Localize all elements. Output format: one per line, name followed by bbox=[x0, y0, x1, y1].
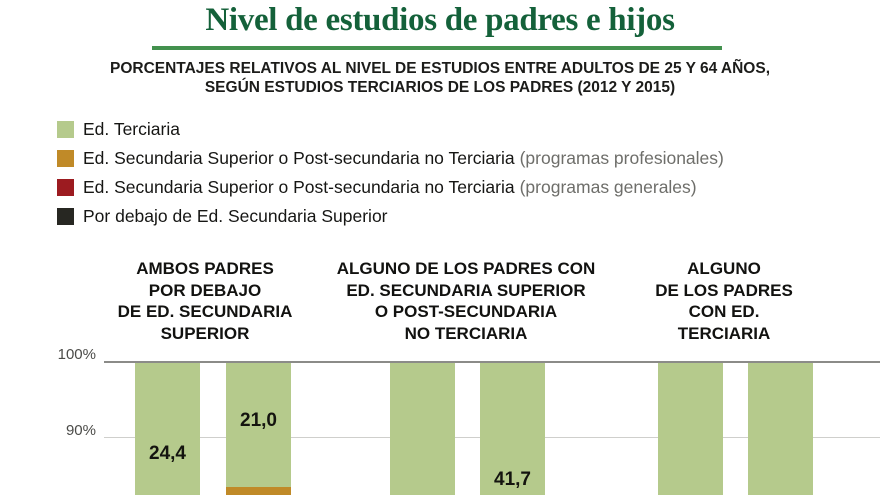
bar-group2-bar1 bbox=[390, 363, 455, 495]
bar-group1-bar2: 21,0 bbox=[226, 363, 291, 495]
legend-label: Por debajo de Ed. Secundaria Superior bbox=[83, 205, 393, 227]
legend-item-secundaria-profesionales: Ed. Secundaria Superior o Post-secundari… bbox=[57, 147, 724, 169]
legend-item-ed-terciaria: Ed. Terciaria bbox=[57, 118, 724, 140]
bar-segment-secundaria-profesionales bbox=[226, 487, 291, 495]
y-axis-label-90: 90% bbox=[65, 422, 96, 439]
legend-item-por-debajo: Por debajo de Ed. Secundaria Superior bbox=[57, 205, 724, 227]
legend-label-text: Por debajo de Ed. Secundaria Superior bbox=[83, 206, 388, 226]
group-header-alguno-terciaria: ALGUNO DE LOS PADRES CON ED. TERCIARIA bbox=[655, 259, 793, 343]
group-header-ambos-padres: AMBOS PADRES POR DEBAJO DE ED. SECUNDARI… bbox=[117, 259, 293, 343]
group-header-alguno-secundaria: ALGUNO DE LOS PADRES CON ED. SECUNDARIA … bbox=[336, 259, 596, 343]
title-underline bbox=[152, 46, 722, 50]
subtitle: PORCENTAJES RELATIVOS AL NIVEL DE ESTUDI… bbox=[109, 60, 771, 96]
legend: Ed. Terciaria Ed. Secundaria Superior o … bbox=[57, 118, 724, 234]
legend-note-text: (programas profesionales) bbox=[519, 148, 724, 168]
legend-label: Ed. Terciaria bbox=[83, 118, 185, 140]
bar-value: 41,7 bbox=[494, 469, 531, 490]
legend-swatch-darkred bbox=[57, 178, 74, 196]
bar-group3-bar1 bbox=[658, 363, 723, 495]
bar-value: 21,0 bbox=[240, 410, 277, 431]
bar-value: 24,4 bbox=[149, 443, 186, 464]
legend-item-secundaria-generales: Ed. Secundaria Superior o Post-secundari… bbox=[57, 176, 724, 198]
legend-label: Ed. Secundaria Superior o Post-secundari… bbox=[83, 147, 724, 169]
legend-label-text: Ed. Terciaria bbox=[83, 119, 180, 139]
bar-group1-bar1: 24,4 bbox=[135, 363, 200, 495]
legend-note-text: (programas generales) bbox=[519, 177, 697, 197]
gridline-100 bbox=[104, 361, 880, 363]
bar-group2-bar2: 41,7 bbox=[480, 363, 545, 495]
legend-label-text: Ed. Secundaria Superior o Post-secundari… bbox=[83, 148, 515, 168]
legend-swatch-orange bbox=[57, 149, 74, 167]
legend-swatch-green bbox=[57, 120, 74, 138]
legend-label: Ed. Secundaria Superior o Post-secundari… bbox=[83, 176, 697, 198]
legend-label-text: Ed. Secundaria Superior o Post-secundari… bbox=[83, 177, 515, 197]
y-axis-label-100: 100% bbox=[57, 346, 96, 363]
bar-group3-bar2 bbox=[748, 363, 813, 495]
page-title: Nivel de estudios de padres e hijos bbox=[205, 2, 675, 38]
legend-swatch-black bbox=[57, 207, 74, 225]
